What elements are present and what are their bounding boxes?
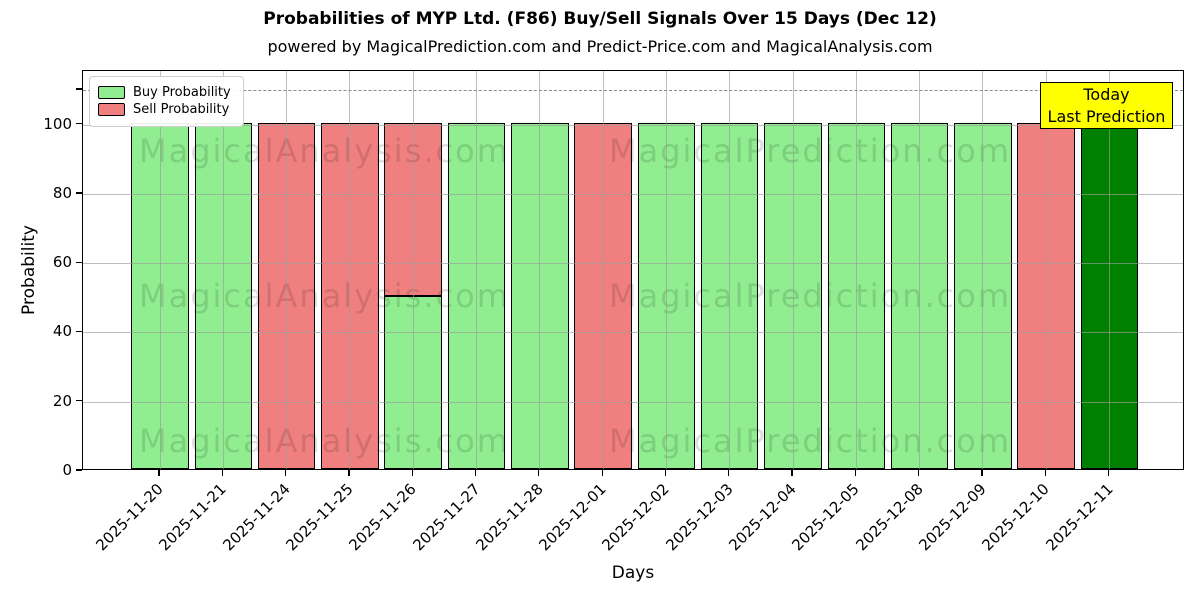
y-tick-mark bbox=[76, 469, 82, 471]
x-tick-label: 2025-11-21 bbox=[155, 480, 231, 555]
legend-item-buy: Buy Probability bbox=[98, 85, 231, 100]
today-annotation-line2: Last Prediction bbox=[1047, 106, 1166, 126]
y-tick-mark bbox=[76, 400, 82, 402]
x-tick-label: 2025-11-20 bbox=[92, 480, 167, 555]
chart-title: Probabilities of MYP Ltd. (F86) Buy/Sell… bbox=[263, 9, 937, 29]
y-tick-label: 40 bbox=[52, 322, 72, 341]
chart-subtitle: powered by MagicalPrediction.com and Pre… bbox=[267, 37, 933, 56]
x-tick-mark bbox=[221, 470, 223, 476]
v-gridline bbox=[602, 71, 604, 469]
v-gridline bbox=[222, 71, 224, 469]
y-tick-label: 20 bbox=[52, 391, 72, 410]
legend-label-sell: Sell Probability bbox=[133, 102, 230, 117]
y-tick-mark bbox=[76, 123, 82, 125]
v-gridline bbox=[286, 71, 288, 469]
x-tick-label: 2025-12-01 bbox=[535, 480, 610, 555]
v-gridline bbox=[919, 71, 921, 469]
v-gridline bbox=[412, 71, 414, 469]
x-axis-label: Days bbox=[611, 563, 655, 583]
x-tick-label: 2025-11-26 bbox=[345, 480, 420, 555]
threshold-dashed-line bbox=[83, 90, 1183, 92]
x-tick-label: 2025-11-28 bbox=[472, 480, 547, 555]
buy-probability-swatch bbox=[98, 86, 125, 99]
watermark-text: MagicalPrediction.com bbox=[609, 132, 1011, 170]
x-tick-mark bbox=[1107, 470, 1110, 476]
x-tick-label: 2025-12-10 bbox=[978, 480, 1053, 555]
v-gridline bbox=[476, 71, 477, 469]
x-tick-mark bbox=[474, 470, 477, 476]
plot-area: MagicalAnalysis.com MagicalPrediction.com… bbox=[82, 70, 1184, 470]
y-tick-label: 60 bbox=[52, 253, 72, 272]
x-tick-mark bbox=[348, 470, 350, 476]
x-tick-label: 2025-12-09 bbox=[915, 480, 990, 555]
watermark-text: MagicalPrediction.com bbox=[609, 277, 1011, 315]
x-tick-mark bbox=[728, 470, 730, 476]
x-tick-label: 2025-12-04 bbox=[725, 480, 800, 555]
x-tick-mark bbox=[411, 470, 413, 476]
legend-label-buy: Buy Probability bbox=[133, 85, 231, 100]
x-tick-label: 2025-12-05 bbox=[788, 480, 864, 555]
watermark-text: MagicalPrediction.com bbox=[609, 422, 1011, 460]
x-tick-mark bbox=[981, 470, 983, 476]
x-tick-mark bbox=[158, 470, 160, 476]
today-annotation-line1: Today bbox=[1083, 85, 1130, 104]
watermark-text: MagicalAnalysis.com bbox=[139, 132, 510, 170]
legend: Buy Probability Sell Probability bbox=[89, 76, 244, 127]
v-gridline bbox=[1109, 71, 1110, 469]
v-gridline bbox=[1045, 71, 1047, 469]
v-gridline bbox=[982, 71, 984, 469]
sell-probability-swatch bbox=[98, 103, 125, 116]
x-tick-mark bbox=[538, 470, 540, 476]
y-tick-mark bbox=[76, 330, 82, 333]
x-tick-mark bbox=[918, 470, 920, 476]
v-gridline bbox=[792, 71, 794, 469]
h-gridline bbox=[83, 124, 1183, 126]
v-gridline bbox=[665, 71, 667, 469]
y-tick-label: 0 bbox=[62, 461, 72, 479]
x-tick-mark bbox=[1044, 470, 1046, 476]
v-gridline bbox=[159, 71, 161, 469]
y-tick-label: 100 bbox=[43, 114, 72, 133]
v-gridline bbox=[855, 71, 857, 469]
y-axis-label: Probability bbox=[19, 225, 39, 315]
today-annotation: Today Last Prediction bbox=[1040, 82, 1173, 129]
h-gridline bbox=[83, 401, 1183, 403]
h-gridline bbox=[83, 332, 1183, 334]
x-tick-mark bbox=[854, 470, 856, 476]
legend-item-sell: Sell Probability bbox=[98, 102, 231, 117]
y-tick-mark bbox=[76, 88, 82, 90]
watermark-text: MagicalAnalysis.com bbox=[139, 422, 510, 460]
x-tick-label: 2025-11-27 bbox=[408, 480, 484, 555]
h-gridline bbox=[83, 263, 1183, 265]
x-tick-mark bbox=[791, 470, 793, 476]
y-tick-label: 80 bbox=[52, 183, 72, 202]
x-tick-mark bbox=[285, 470, 287, 476]
x-tick-label: 2025-12-11 bbox=[1041, 480, 1117, 555]
v-gridline bbox=[349, 71, 351, 469]
v-gridline bbox=[729, 71, 731, 469]
x-tick-label: 2025-11-25 bbox=[282, 480, 357, 555]
watermark-text: MagicalAnalysis.com bbox=[139, 277, 510, 315]
v-gridline bbox=[539, 71, 541, 469]
x-tick-mark bbox=[601, 470, 603, 476]
h-gridline bbox=[83, 193, 1183, 195]
y-tick-mark bbox=[76, 261, 82, 263]
x-tick-mark bbox=[664, 470, 667, 476]
y-tick-mark bbox=[76, 192, 82, 194]
